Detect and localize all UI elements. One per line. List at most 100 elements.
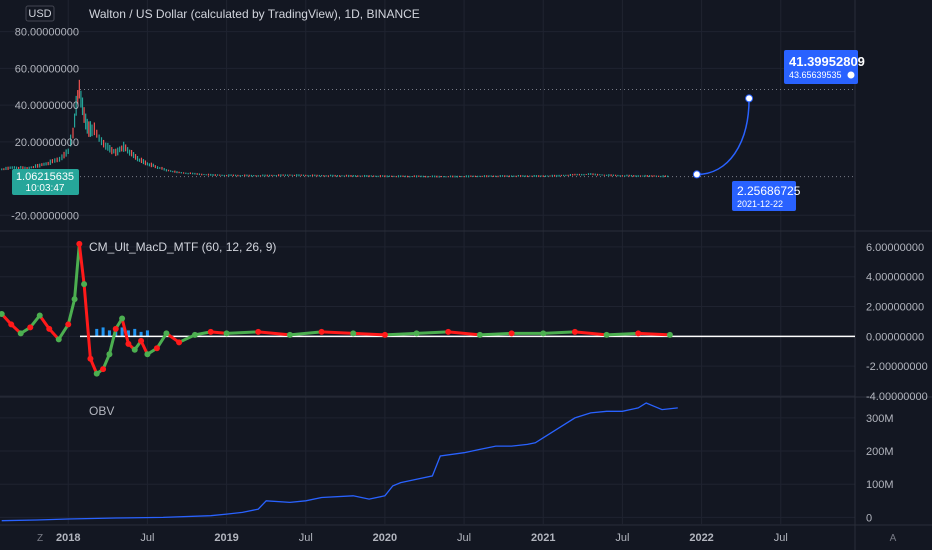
last-price-badge	[12, 169, 79, 195]
macd-cross-dot	[413, 330, 420, 337]
obv-pane[interactable]	[1, 402, 678, 522]
obv-indicator-title[interactable]: OBV	[89, 404, 114, 418]
macd-line-segment	[541, 330, 577, 335]
info-icon[interactable]	[847, 71, 855, 79]
macd-cross-dot	[666, 331, 673, 338]
macd-line-segment	[256, 330, 292, 337]
macd-cross-dot	[8, 321, 15, 328]
macd-cross-dot	[318, 328, 325, 335]
macd-line-segment	[383, 331, 419, 337]
macd-line-segment	[73, 242, 81, 301]
macd-line-segment	[351, 331, 387, 337]
price-tick-label: -20.00000000	[11, 210, 79, 222]
macd-tick-label: 6.00000000	[866, 242, 924, 254]
macd-line-segment	[82, 282, 92, 361]
projection-end-point	[745, 94, 754, 103]
macd-cross-dot	[350, 330, 357, 337]
macd-cross-dot	[71, 296, 78, 303]
macd-tick-label: 4.00000000	[866, 272, 924, 284]
macd-tick-label: -4.00000000	[866, 391, 928, 403]
macd-histogram-bar	[120, 327, 124, 337]
price-pane[interactable]	[1, 79, 855, 179]
macd-line-segment	[225, 330, 260, 335]
macd-cross-dot	[286, 331, 293, 338]
projection-start-label[interactable]: 2.25686725 2021-12-22	[732, 181, 801, 211]
last-price-countdown: 10:03:47	[26, 183, 65, 194]
obv-tick-label: 200M	[866, 446, 894, 458]
macd-cross-dot	[144, 351, 151, 358]
macd-cross-dot	[476, 331, 483, 338]
macd-cross-dot	[445, 328, 452, 335]
price-tick-label: 60.00000000	[15, 63, 79, 75]
time-axis[interactable]: 2018 Jul 2019 Jul 2020 Jul 2021 Jul 2022 Jul	[56, 532, 788, 544]
macd-histogram-bar	[101, 327, 105, 337]
macd-cross-dot	[46, 325, 53, 332]
macd-cross-dot	[163, 330, 170, 337]
macd-histogram-bar	[107, 330, 111, 337]
macd-cross-dot	[0, 311, 5, 317]
time-tick-label: 2020	[373, 532, 397, 544]
macd-cross-dot	[87, 355, 94, 362]
macd-cross-dot	[571, 328, 578, 335]
auto-scale-button[interactable]: A	[890, 533, 897, 544]
price-axis[interactable]: 80.00000000 60.00000000 40.00000000 20.0000…	[11, 27, 928, 525]
time-tick-label: 2018	[56, 532, 80, 544]
time-tick-label: 2022	[689, 532, 713, 544]
macd-cross-dot	[603, 331, 610, 338]
macd-cross-dot	[36, 312, 43, 319]
price-tick-label: 80.00000000	[15, 27, 79, 39]
macd-histogram-bar	[145, 330, 149, 337]
projection-start-date: 2021-12-22	[737, 199, 783, 209]
macd-line-segment	[573, 330, 609, 337]
macd-indicator-title[interactable]: CM_Ult_MacD_MTF (60, 12, 26, 9)	[89, 240, 276, 254]
macd-line-segment	[605, 331, 640, 337]
macd-cross-dot	[381, 331, 388, 338]
macd-line-segment	[288, 330, 324, 337]
macd-cross-dot	[207, 328, 214, 335]
macd-tick-label: -2.00000000	[866, 361, 928, 373]
macd-line-segment	[107, 327, 118, 356]
last-price-value: 1.06215635	[16, 171, 74, 183]
obv-tick-label: 0	[866, 512, 872, 524]
macd-cross-dot	[76, 240, 83, 247]
zoom-left-button[interactable]: Z	[37, 533, 43, 544]
currency-badge[interactable]	[25, 5, 55, 22]
macd-cross-dot	[27, 324, 34, 331]
macd-cross-dot	[93, 370, 100, 377]
time-tick-label: Jul	[140, 532, 154, 544]
macd-pane[interactable]	[0, 240, 855, 377]
projection-start-value: 2.25686725	[737, 184, 801, 198]
time-tick-label: Jul	[457, 532, 471, 544]
macd-line-segment	[478, 331, 514, 337]
time-tick-label: Jul	[299, 532, 313, 544]
macd-line-segment	[77, 242, 86, 286]
macd-cross-dot	[635, 330, 642, 337]
projection-end-subvalue: 43.65639535	[789, 70, 842, 80]
macd-cross-dot	[125, 340, 132, 347]
macd-line-segment	[446, 330, 482, 337]
obv-tick-label: 100M	[866, 479, 894, 491]
macd-line-segment	[636, 331, 672, 337]
macd-cross-dot	[100, 366, 107, 373]
grid	[0, 0, 855, 524]
macd-line-segment	[320, 330, 355, 335]
price-tick-label: 20.00000000	[15, 137, 79, 149]
macd-cross-dot	[131, 346, 138, 353]
projection-start-point	[692, 170, 701, 179]
projection-end-label[interactable]: 41.39952809 43.65639535	[784, 50, 865, 84]
macd-tick-label: 2.00000000	[866, 302, 924, 314]
time-tick-label: 2021	[531, 532, 555, 544]
macd-cross-dot	[55, 336, 62, 343]
macd-cross-dot	[65, 321, 72, 328]
time-tick-label: Jul	[774, 532, 788, 544]
macd-cross-dot	[540, 330, 547, 337]
macd-line-segment	[415, 330, 450, 335]
macd-cross-dot	[81, 281, 88, 288]
currency-label[interactable]: USD	[28, 8, 51, 20]
macd-line-segment	[120, 316, 130, 346]
macd-cross-dot	[119, 315, 126, 322]
macd-cross-dot	[508, 330, 515, 337]
